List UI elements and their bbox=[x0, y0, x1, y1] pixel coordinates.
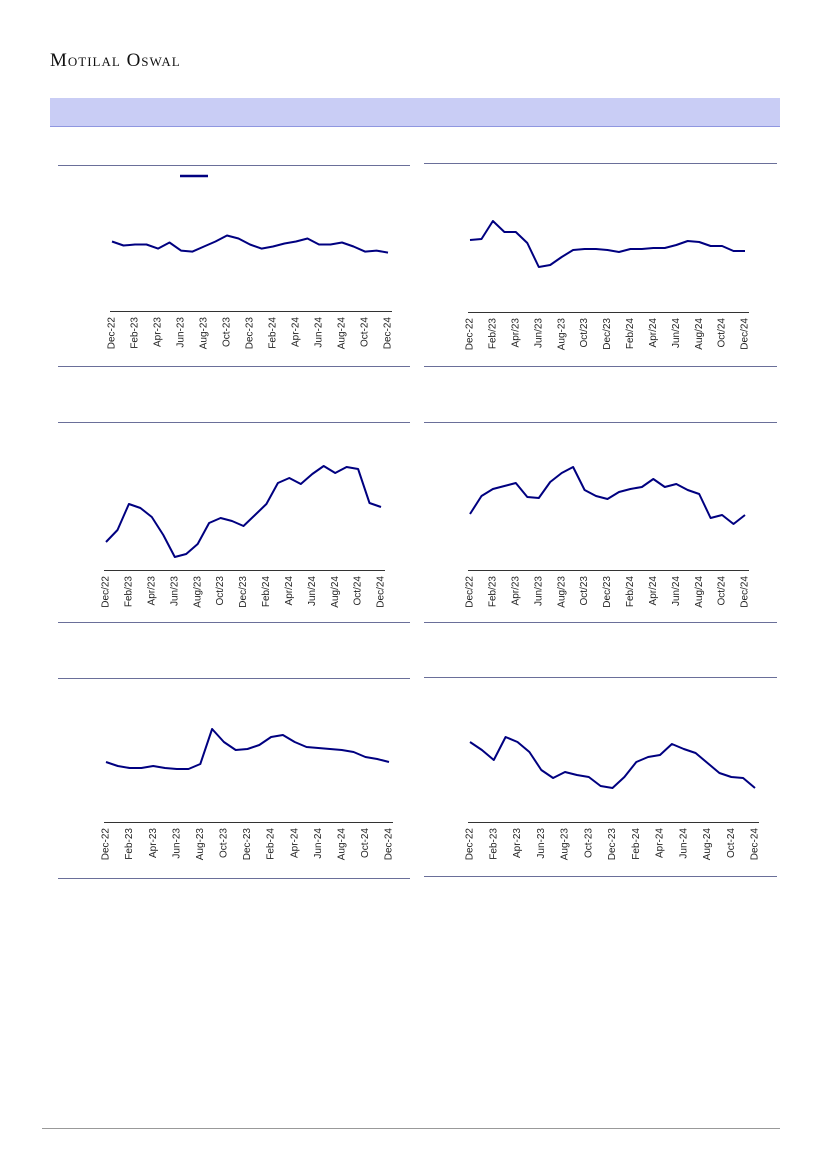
x-tick-label: Feb-23 bbox=[130, 317, 141, 349]
x-tick-label: Oct/23 bbox=[215, 576, 226, 606]
x-tick-label: Oct-23 bbox=[222, 317, 233, 347]
x-tick-label: Jun/23 bbox=[533, 576, 544, 606]
x-tick-label: Dec/23 bbox=[602, 318, 613, 350]
x-tick-label: Aug/24 bbox=[694, 318, 705, 350]
x-tick-label: Feb-24 bbox=[268, 317, 279, 349]
series-line bbox=[105, 728, 390, 770]
x-tick-label: Aug-23 bbox=[195, 828, 206, 861]
x-tick-label: Feb-24 bbox=[266, 828, 277, 860]
x-tick-label: Jun-24 bbox=[313, 828, 324, 859]
x-tick-label: Feb/23 bbox=[488, 576, 499, 608]
x-tick-label: Dec/24 bbox=[376, 576, 387, 608]
x-tick-label: Feb/23 bbox=[488, 318, 499, 350]
x-tick-label: Aug-23 bbox=[199, 317, 210, 350]
x-tick-label: Feb-23 bbox=[488, 828, 499, 860]
x-tick-label: Oct/23 bbox=[579, 576, 590, 606]
x-tick-label: Aug-24 bbox=[337, 317, 348, 350]
x-tick-label: Apr/24 bbox=[648, 318, 659, 348]
x-tick-label: Jun-24 bbox=[314, 317, 325, 348]
x-tick-label: Oct-24 bbox=[726, 828, 737, 858]
x-tick-label: Aug/23 bbox=[556, 576, 567, 608]
x-tick-label: Apr-24 bbox=[291, 317, 302, 347]
x-tick-label: Dec/23 bbox=[602, 576, 613, 608]
x-tick-label: Feb-23 bbox=[124, 828, 135, 860]
x-tick-label: Feb-24 bbox=[631, 828, 642, 860]
x-tick-label: Aug-23 bbox=[556, 318, 567, 351]
x-tick-label: Dec/22 bbox=[465, 576, 476, 608]
brand: Motilal Oswal bbox=[50, 50, 181, 71]
x-tick-label: Aug-23 bbox=[560, 828, 571, 861]
x-tick-label: Dec-22 bbox=[101, 828, 112, 861]
x-tick-label: Apr/23 bbox=[510, 576, 521, 606]
x-tick-label: Dec/23 bbox=[238, 576, 249, 608]
x-tick-label: Jun-23 bbox=[171, 828, 182, 859]
x-tick-label: Dec-22 bbox=[465, 828, 476, 861]
series-line bbox=[469, 466, 746, 525]
x-tick-label: Dec-24 bbox=[383, 317, 394, 350]
x-tick-label: Dec-22 bbox=[465, 318, 476, 351]
x-tick-label: Jun/24 bbox=[671, 576, 682, 606]
x-tick-label: Apr/24 bbox=[648, 576, 659, 606]
x-tick-label: Dec/24 bbox=[740, 318, 751, 350]
x-tick-label: Oct/23 bbox=[579, 318, 590, 348]
x-tick-label: Apr/23 bbox=[510, 318, 521, 348]
x-tick-label: Aug-24 bbox=[702, 828, 713, 861]
x-tick-label: Feb/24 bbox=[625, 318, 636, 350]
x-tick-label: Apr-23 bbox=[148, 828, 159, 858]
x-tick-label: Dec-24 bbox=[384, 828, 395, 861]
x-tick-label: Feb/24 bbox=[261, 576, 272, 608]
x-tick-label: Oct/24 bbox=[717, 576, 728, 606]
x-tick-label: Oct-23 bbox=[219, 828, 230, 858]
x-tick-label: Apr-24 bbox=[655, 828, 666, 858]
x-tick-label: Dec-23 bbox=[607, 828, 618, 861]
x-tick-label: Apr-23 bbox=[512, 828, 523, 858]
x-tick-label: Apr/23 bbox=[146, 576, 157, 606]
x-tick-label: Dec/24 bbox=[740, 576, 751, 608]
series-line bbox=[105, 465, 382, 558]
series-line bbox=[469, 736, 756, 789]
x-tick-label: Dec-23 bbox=[245, 317, 256, 350]
x-tick-label: Oct/24 bbox=[353, 576, 364, 606]
x-tick-label: Aug/23 bbox=[192, 576, 203, 608]
x-tick-label: Apr-23 bbox=[153, 317, 164, 347]
x-tick-label: Oct-24 bbox=[360, 828, 371, 858]
x-tick-label: Jun/23 bbox=[169, 576, 180, 606]
x-tick-label: Dec/22 bbox=[101, 576, 112, 608]
x-tick-label: Aug-24 bbox=[336, 828, 347, 861]
x-tick-label: Dec-22 bbox=[107, 317, 118, 350]
x-tick-label: Oct-23 bbox=[583, 828, 594, 858]
x-tick-label: Aug/24 bbox=[330, 576, 341, 608]
x-tick-label: Dec-23 bbox=[242, 828, 253, 861]
series-line bbox=[111, 234, 389, 254]
x-tick-label: Dec-24 bbox=[750, 828, 761, 861]
x-tick-label: Feb/24 bbox=[625, 576, 636, 608]
x-tick-label: Jun/24 bbox=[307, 576, 318, 606]
x-tick-label: Apr-24 bbox=[289, 828, 300, 858]
x-tick-label: Jun-24 bbox=[678, 828, 689, 859]
x-tick-label: Apr/24 bbox=[284, 576, 295, 606]
x-tick-label: Jun/23 bbox=[533, 318, 544, 348]
x-tick-label: Aug/24 bbox=[694, 576, 705, 608]
x-tick-label: Jun/24 bbox=[671, 318, 682, 348]
x-tick-label: Jun-23 bbox=[176, 317, 187, 348]
section-bar bbox=[50, 98, 780, 126]
series-line bbox=[469, 220, 745, 268]
x-tick-label: Oct/24 bbox=[717, 318, 728, 348]
x-tick-label: Jun-23 bbox=[536, 828, 547, 859]
x-tick-label: Oct-24 bbox=[360, 317, 371, 347]
x-tick-label: Feb/23 bbox=[124, 576, 135, 608]
